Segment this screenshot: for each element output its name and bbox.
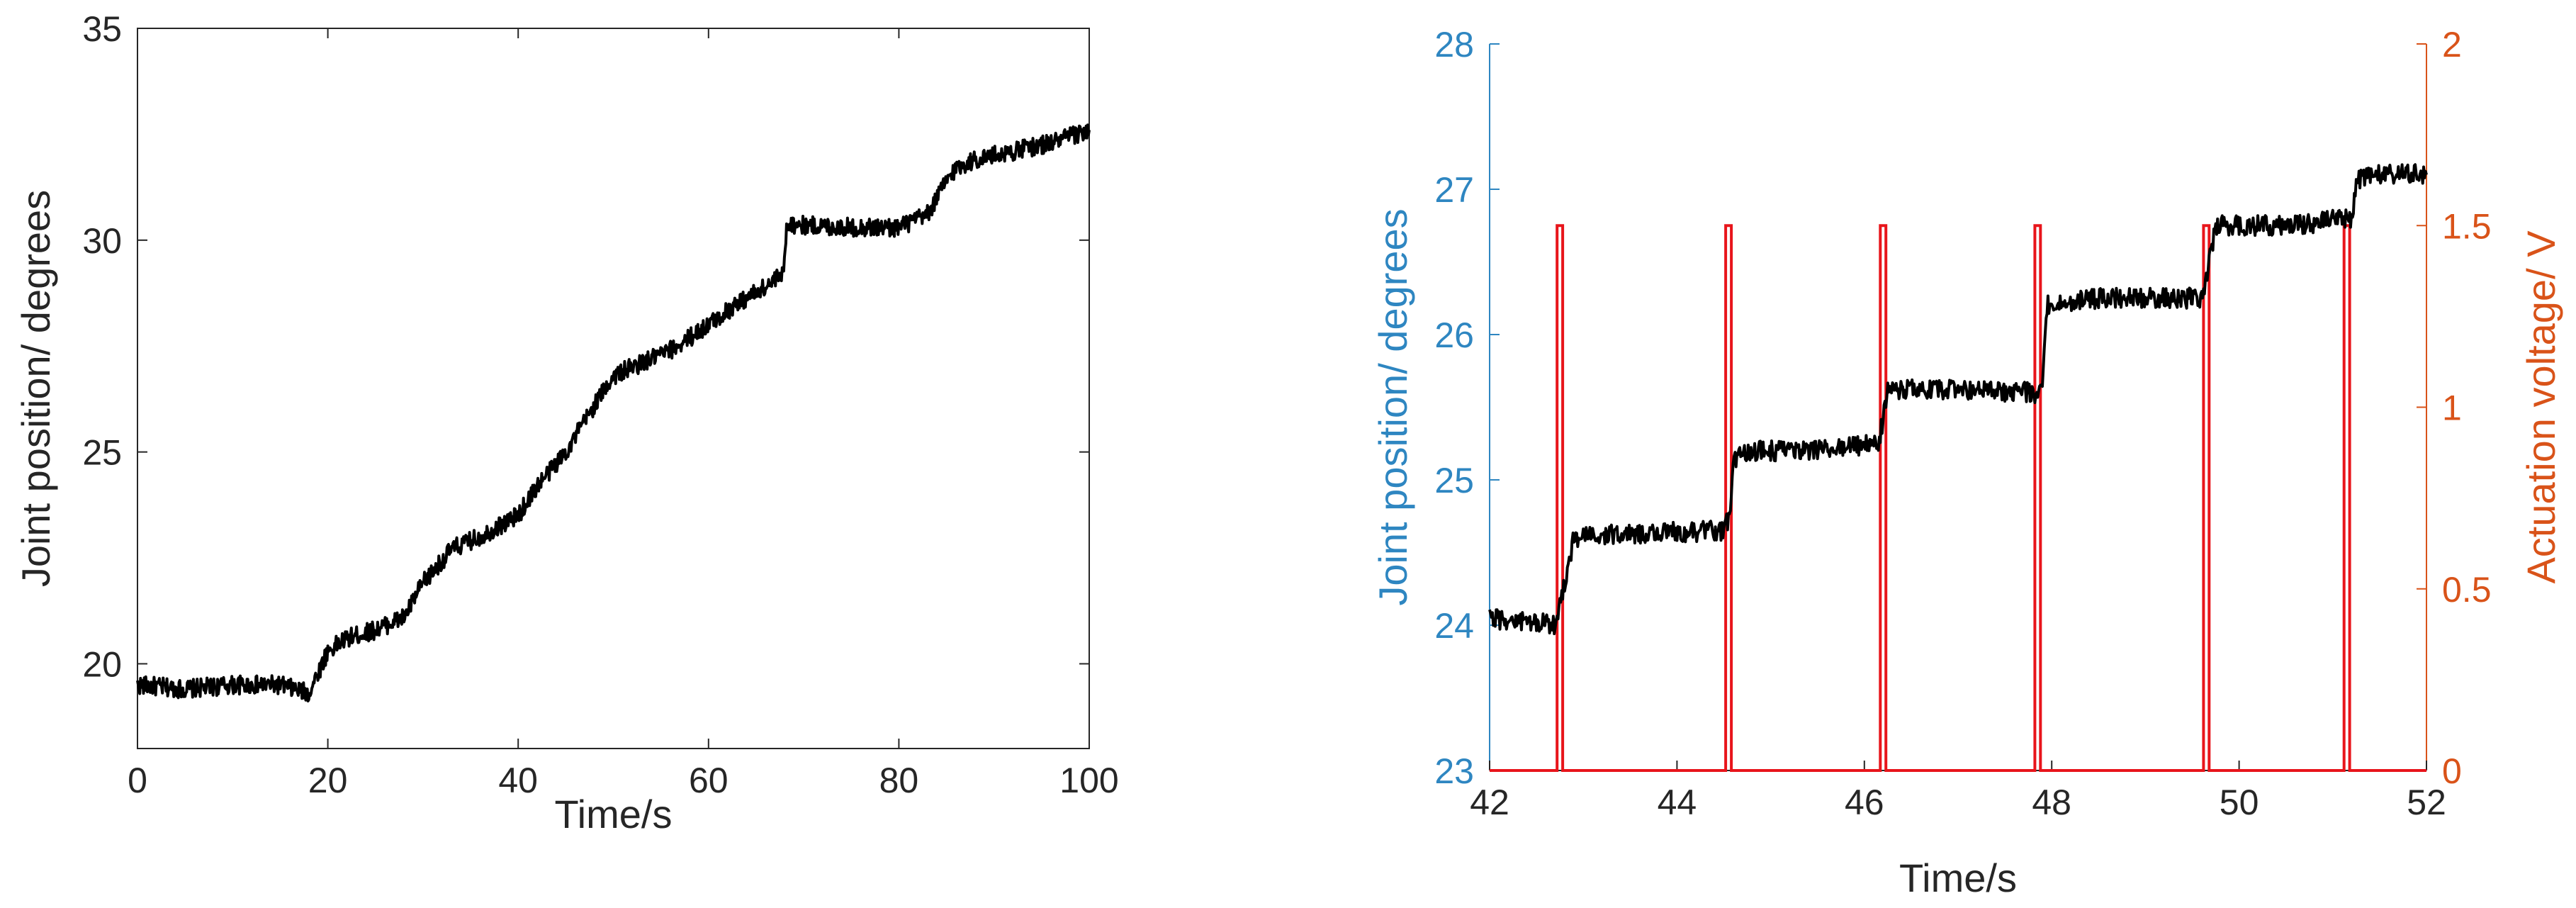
left-chart-y-tick-label: 25 [82,433,122,473]
right-chart-x-ticks: 42 44 46 48 50 52 [1470,761,2446,822]
right-chart-right-y-tick-label: 2 [2442,25,2462,65]
left-chart-x-tick-label: 60 [689,761,729,800]
left-chart-y-axis-label: Joint position/ degrees [13,190,58,587]
left-chart-x-tick-label: 0 [128,761,147,800]
left-chart-y-tick-label: 20 [82,644,122,684]
right-chart-x-tick-label: 50 [2220,783,2259,822]
right-chart-left-y-tick-label: 23 [1434,751,1474,791]
right-chart-x-tick-label: 44 [1658,783,1697,822]
right-chart-right-y-axis-label: Actuation voltage/ V [2519,230,2563,584]
right-chart-x-tick-label: 48 [2032,783,2071,822]
right-chart-left-y-tick-label: 24 [1434,606,1474,646]
left-chart-y-tick-label: 35 [82,9,122,49]
right-chart-x-tick-label: 52 [2407,783,2446,822]
left-chart-y-ticks: 20 25 30 35 [82,9,1089,684]
right-chart-x-tick-label: 46 [1845,783,1884,822]
left-chart-x-axis-label: Time/s [555,792,673,836]
left-chart-x-tick-label: 20 [308,761,348,800]
left-chart: 0 20 40 60 80 100 20 25 30 35 Time/s Joint posit… [13,9,1119,836]
right-chart-right-y-tick-label: 1.5 [2442,206,2492,246]
left-chart-plot-frame [137,28,1090,749]
left-chart-x-tick-label: 80 [879,761,919,800]
left-chart-x-tick-label: 40 [498,761,538,800]
left-chart-series-line [136,123,1091,702]
right-chart-left-y-tick-label: 28 [1434,25,1474,65]
right-chart-left-y-axis-label: Joint position/ degrees [1371,208,1415,605]
right-chart-left-y-ticks: 23 24 25 26 27 28 [1434,25,1500,791]
left-chart-y-tick-label: 30 [82,221,122,261]
right-chart-left-y-tick-label: 25 [1434,461,1474,500]
right-chart-x-axis-label: Time/s [1899,856,2017,900]
right-chart-right-y-tick-label: 1 [2442,388,2462,428]
left-chart-x-ticks: 0 20 40 60 80 100 [128,28,1119,800]
right-chart-position-line [1488,163,2428,636]
right-chart: 42 44 46 48 50 52 23 24 25 26 27 28 0 0.5 1 1.5 2 Time… [1371,25,2563,900]
right-chart-x-tick-label: 42 [1470,783,1509,822]
right-chart-voltage-pulses [1490,224,2426,772]
left-chart-x-tick-label: 100 [1059,761,1118,800]
right-chart-left-y-tick-label: 27 [1434,170,1474,210]
right-chart-right-y-ticks: 0 0.5 1 1.5 2 [2417,25,2492,791]
right-chart-right-y-tick-label: 0.5 [2442,570,2492,610]
right-chart-right-y-tick-label: 0 [2442,751,2462,791]
right-chart-left-y-tick-label: 26 [1434,315,1474,355]
